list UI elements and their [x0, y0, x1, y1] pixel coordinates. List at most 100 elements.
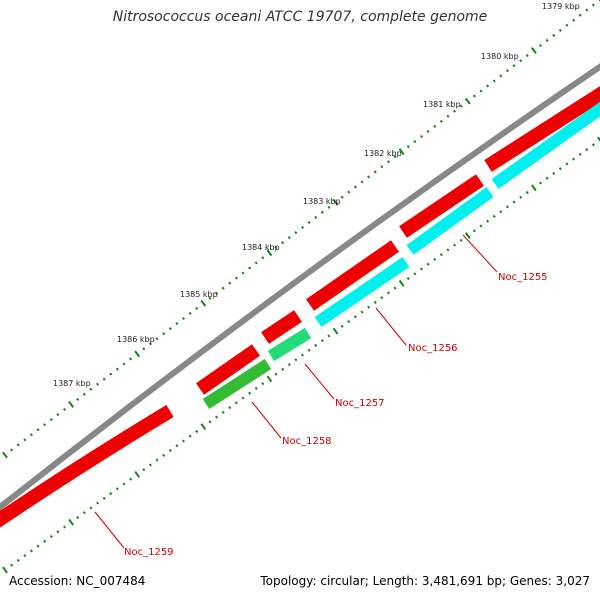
gene-noc-1255-forward-arrow[interactable] [399, 174, 484, 238]
inner-minor-tick [360, 310, 364, 314]
inner-major-tick [332, 327, 339, 335]
outer-minor-tick [148, 342, 152, 346]
outer-minor-tick [499, 74, 503, 78]
inner-minor-tick [49, 534, 53, 539]
gene-noc-1257-arrow[interactable] [267, 327, 312, 362]
inner-minor-tick [486, 219, 490, 223]
outer-minor-tick [472, 94, 476, 98]
outer-minor-tick [340, 195, 344, 199]
outer-minor-tick [102, 377, 106, 381]
kbp-label-1382: 1382 kbp [364, 149, 402, 158]
outer-minor-tick [23, 438, 27, 442]
gene-forward-arrow-top[interactable] [484, 86, 600, 172]
inner-minor-tick [56, 530, 60, 534]
inner-minor-tick [459, 238, 463, 242]
inner-minor-tick [281, 367, 285, 371]
outer-minor-tick [221, 286, 225, 290]
gene-label-noc-1255[interactable]: Noc_1255 [498, 272, 548, 283]
outer-minor-tick [261, 256, 265, 260]
outer-minor-tick [29, 433, 33, 437]
noc-1257-leader [304, 363, 335, 400]
outer-major-tick [68, 401, 75, 408]
gene-noc-1256-forward-arrow[interactable] [306, 240, 399, 311]
outer-minor-tick [585, 8, 589, 12]
outer-minor-tick [300, 225, 305, 230]
inner-minor-tick [261, 382, 265, 386]
outer-minor-tick [538, 43, 543, 48]
outer-major-tick [332, 198, 339, 206]
accession-text: Accession: NC_007484 [9, 574, 146, 588]
outer-minor-tick [505, 69, 509, 73]
gene-noc-1256-arrow[interactable] [314, 257, 410, 327]
gene-noc-1257-forward-arrow[interactable] [261, 310, 302, 344]
outer-major-tick [134, 350, 141, 358]
outer-minor-tick [393, 155, 397, 159]
inner-minor-tick [492, 214, 496, 219]
inner-minor-tick [585, 147, 589, 152]
outer-minor-tick [353, 185, 357, 189]
inner-minor-tick [565, 162, 569, 166]
inner-minor-tick [62, 525, 67, 529]
outer-minor-tick [89, 387, 93, 391]
outer-minor-tick [565, 23, 569, 27]
gene-label-noc-1259[interactable]: Noc_1259 [124, 547, 174, 558]
outer-minor-tick [16, 443, 20, 447]
outer-minor-tick [287, 236, 291, 240]
inner-minor-tick [102, 496, 106, 500]
inner-minor-tick [433, 257, 437, 262]
noc-1259-leader [94, 511, 125, 549]
outer-minor-tick [274, 246, 278, 250]
gene-label-noc-1257[interactable]: Noc_1257 [335, 398, 385, 409]
outer-major-tick [200, 299, 207, 307]
inner-minor-tick [43, 539, 47, 543]
outer-minor-tick [426, 129, 430, 134]
inner-major-tick [266, 375, 273, 383]
inner-minor-tick [109, 491, 113, 496]
inner-minor-tick [36, 544, 40, 548]
inner-minor-tick [29, 549, 33, 553]
inner-minor-tick [82, 511, 86, 515]
inner-major-tick [134, 471, 141, 478]
gene-noc-1258-forward-arrow[interactable] [195, 344, 261, 395]
outer-minor-tick [208, 296, 212, 300]
inner-major-tick [68, 518, 74, 526]
outer-major-tick [398, 148, 405, 156]
inner-minor-tick [446, 248, 450, 252]
inner-minor-tick [499, 210, 503, 214]
outer-major-tick [266, 249, 273, 257]
outer-minor-tick [175, 321, 179, 326]
inner-minor-tick [254, 386, 258, 391]
gene-label-noc-1256[interactable]: Noc_1256 [408, 343, 458, 354]
gene-noc-1258-arrow[interactable] [202, 358, 272, 410]
inner-minor-tick [168, 448, 172, 453]
kbp-label-1380: 1380 kbp [481, 52, 519, 61]
outer-tick-ring [2, 0, 600, 459]
gene-reverse-arrow-top[interactable] [491, 101, 600, 189]
outer-minor-tick [591, 3, 595, 7]
gene-noc-1255-arrow[interactable] [406, 187, 494, 255]
gene-label-noc-1258[interactable]: Noc_1258 [282, 436, 332, 447]
outer-minor-tick [558, 28, 562, 32]
inner-minor-tick [76, 515, 80, 520]
inner-minor-tick [552, 171, 556, 176]
outer-minor-tick [572, 18, 576, 22]
gene-noc-1259-arrow[interactable] [0, 404, 174, 528]
outer-minor-tick [56, 412, 60, 417]
inner-minor-tick [175, 444, 179, 448]
outer-major-tick [464, 97, 471, 105]
inner-minor-tick [241, 396, 245, 400]
outer-minor-tick [367, 175, 371, 179]
outer-minor-tick [552, 33, 556, 37]
inner-minor-tick [274, 372, 278, 376]
inner-major-tick [531, 184, 537, 192]
outer-minor-tick [406, 145, 410, 149]
outer-minor-tick [241, 271, 245, 275]
inner-minor-tick [426, 262, 430, 266]
outer-minor-tick [479, 89, 483, 93]
outer-minor-tick [347, 190, 351, 194]
inner-minor-tick [479, 224, 483, 228]
inner-minor-tick [129, 477, 133, 481]
inner-minor-tick [195, 429, 199, 434]
outer-minor-tick [234, 276, 238, 280]
inner-minor-tick [419, 267, 424, 271]
